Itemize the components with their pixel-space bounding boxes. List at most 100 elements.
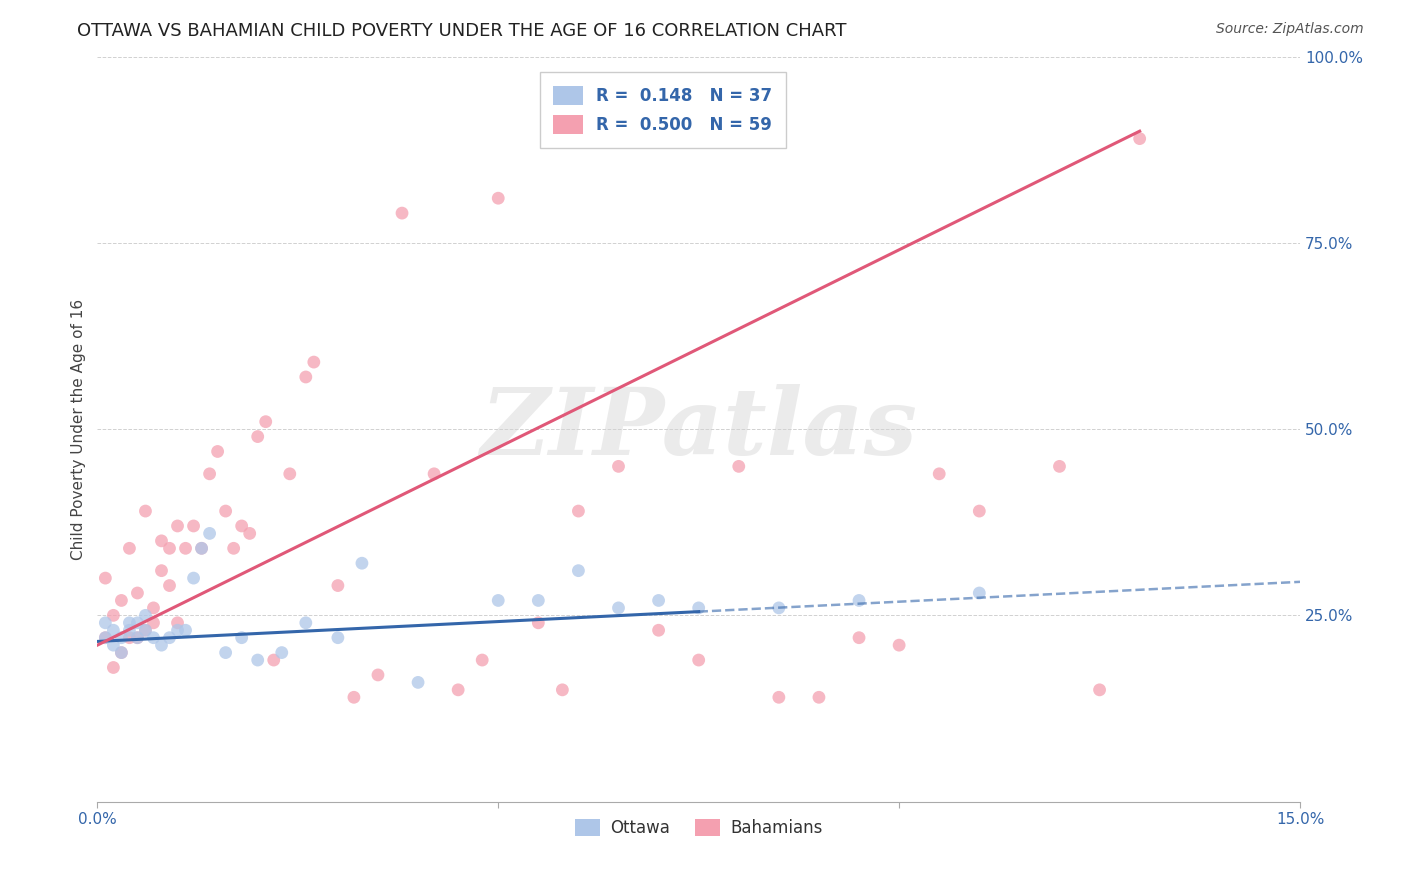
Point [848,593,870,607]
Point [190,541,212,556]
Point [647,624,669,638]
Point [295,370,318,384]
Point [447,682,470,697]
Point [150,564,173,578]
Text: ZIPatlas: ZIPatlas [481,384,917,475]
Point [326,631,349,645]
Point [118,631,141,645]
Point [183,571,205,585]
Point [254,415,277,429]
Point [198,526,221,541]
Point [688,653,710,667]
Point [1129,131,1152,145]
Point [350,556,373,570]
Point [214,504,236,518]
Point [406,675,429,690]
Point [887,638,910,652]
Point [222,541,245,556]
Point [94,631,117,645]
Point [94,571,117,585]
Point [567,564,589,578]
Point [295,615,318,630]
Point [969,504,991,518]
Point [142,615,165,630]
Point [110,646,132,660]
Point [142,601,165,615]
Point [190,541,212,556]
Point [110,646,132,660]
Point [166,615,188,630]
Point [118,541,141,556]
Point [159,631,181,645]
Point [110,593,132,607]
Point [174,624,197,638]
Point [127,615,149,630]
Point [118,615,141,630]
Y-axis label: Child Poverty Under the Age of 16: Child Poverty Under the Age of 16 [72,299,86,559]
Point [134,624,156,638]
Point [127,586,149,600]
Point [486,593,509,607]
Point [807,690,830,705]
Point [239,526,262,541]
Point [103,624,125,638]
Point [118,624,141,638]
Point [159,578,181,592]
Point [150,533,173,548]
Point [688,601,710,615]
Point [928,467,950,481]
Point [768,601,790,615]
Point [134,608,156,623]
Point [727,459,749,474]
Point [486,191,509,205]
Point [567,504,589,518]
Point [174,541,197,556]
Point [326,578,349,592]
Point [423,467,446,481]
Point [166,624,188,638]
Point [134,624,156,638]
Point [343,690,366,705]
Point [94,631,117,645]
Point [1088,682,1111,697]
Point [551,682,574,697]
Point [103,608,125,623]
Point [198,467,221,481]
Point [527,593,550,607]
Point [527,615,550,630]
Point [159,541,181,556]
Point [263,653,285,667]
Point [166,519,188,533]
Point [103,638,125,652]
Point [278,467,301,481]
Point [183,519,205,533]
Point [103,660,125,674]
Point [134,504,156,518]
Point [607,459,630,474]
Point [246,653,269,667]
Point [302,355,325,369]
Point [471,653,494,667]
Point [367,668,389,682]
Legend: Ottawa, Bahamians: Ottawa, Bahamians [567,811,831,846]
Point [969,586,991,600]
Point [768,690,790,705]
Point [110,631,132,645]
Point [246,429,269,443]
Text: Source: ZipAtlas.com: Source: ZipAtlas.com [1216,22,1364,37]
Point [647,593,669,607]
Point [214,646,236,660]
Point [1049,459,1071,474]
Point [127,631,149,645]
Point [607,601,630,615]
Point [848,631,870,645]
Point [94,615,117,630]
Point [231,631,253,645]
Point [150,638,173,652]
Point [270,646,292,660]
Point [127,631,149,645]
Point [391,206,413,220]
Point [207,444,229,458]
Point [142,631,165,645]
Text: OTTAWA VS BAHAMIAN CHILD POVERTY UNDER THE AGE OF 16 CORRELATION CHART: OTTAWA VS BAHAMIAN CHILD POVERTY UNDER T… [77,22,846,40]
